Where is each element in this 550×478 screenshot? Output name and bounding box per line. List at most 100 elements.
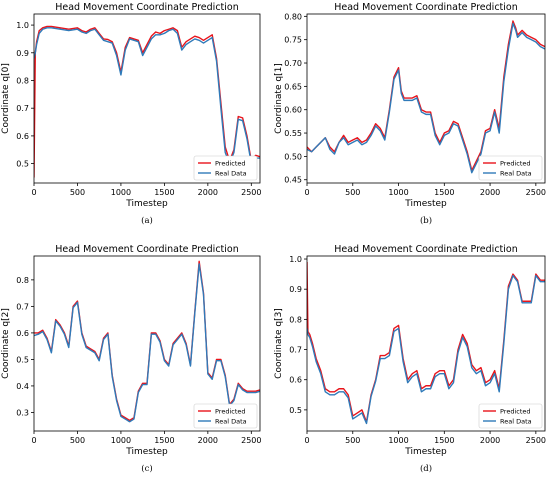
- x-tick-label: 1500: [154, 436, 174, 445]
- x-tick-label: 1500: [434, 188, 454, 197]
- series-line-real-data: [307, 274, 545, 425]
- panel-caption: (b): [420, 215, 432, 226]
- series-line-real-data: [34, 27, 260, 165]
- chart-panel-4: 0 500 1000 1500 2000 2500 0.5 0.6 0.7 0.8 0.9 1.0 He…: [274, 244, 546, 474]
- x-tick-label: 1000: [388, 436, 408, 445]
- y-tick-label: 0.9: [289, 285, 302, 294]
- y-tick-label: 0.5: [289, 406, 302, 415]
- axes-frame: [306, 13, 546, 184]
- chart-title: Head Movement Coordinate Prediction: [334, 244, 518, 255]
- x-tick-label: 2000: [480, 436, 500, 445]
- y-tick-label: 0.65: [284, 82, 302, 91]
- y-tick-label: 0.8: [16, 276, 29, 285]
- y-tick-label: 0.5: [16, 160, 29, 169]
- chart-panel-3: 0 500 1000 1500 2000 2500 0.3 0.4 0.5 0.6 0.7 0.8 He…: [1, 244, 261, 474]
- y-tick-label: 1.0: [16, 21, 29, 30]
- legend-label: Real Data: [215, 169, 247, 177]
- legend: Predicted Real Data: [478, 403, 543, 429]
- panel-caption: (a): [141, 215, 153, 226]
- y-tick-label: 0.6: [16, 329, 29, 338]
- chart-panel-1: 0 500 1000 1500 2000 2500 0.5 0.6 0.7 0.8 0.9 1.0 He…: [1, 2, 261, 226]
- legend-label: Real Data: [500, 169, 532, 177]
- legend-label: Real Data: [500, 417, 532, 425]
- y-tick-label: 0.45: [284, 176, 302, 185]
- x-tick-label: 2500: [526, 188, 546, 197]
- series-line-real-data: [34, 263, 260, 423]
- x-tick-label: 500: [70, 188, 85, 197]
- axes-frame: [33, 13, 261, 184]
- y-tick-label: 0.55: [284, 129, 302, 138]
- x-tick-label: 1500: [434, 436, 454, 445]
- x-tick-label: 0: [304, 188, 309, 197]
- legend-label: Real Data: [215, 417, 247, 425]
- chart-panel-2: 0 500 1000 1500 2000 2500 0.45 0.50 0.55 0.60 0.65…: [274, 2, 546, 226]
- y-tick-label: 0.7: [16, 104, 29, 113]
- legend: Predicted Real Data: [193, 403, 258, 429]
- x-tick-label: 500: [70, 436, 85, 445]
- y-axis-label: Coordinate q[0]: [1, 63, 11, 134]
- plot-area: [34, 14, 260, 183]
- series-line-predicted: [307, 20, 545, 172]
- legend-box: [193, 403, 258, 429]
- y-tick-label: 0.70: [284, 59, 302, 68]
- x-tick-label: 2500: [241, 436, 261, 445]
- y-axis-label: Coordinate q[1]: [274, 63, 284, 134]
- x-tick-label: 500: [345, 188, 360, 197]
- y-tick-label: 0.3: [16, 408, 29, 417]
- y-tick-label: 1.0: [289, 255, 302, 264]
- panel-caption: (c): [141, 463, 152, 474]
- x-tick-label: 500: [345, 436, 360, 445]
- y-axis-label: Coordinate q[3]: [274, 308, 284, 379]
- legend-box: [193, 155, 258, 181]
- series-line-real-data: [307, 22, 545, 174]
- x-axis-label: Timestep: [125, 447, 168, 457]
- x-tick-label: 1500: [154, 188, 174, 197]
- y-axis-label: Coordinate q[2]: [1, 308, 11, 379]
- y-tick-label: 0.80: [284, 12, 302, 21]
- y-tick-label: 0.6: [289, 376, 302, 385]
- plot-area: [307, 14, 545, 183]
- y-tick-label: 0.9: [16, 49, 29, 58]
- y-tick-label: 0.75: [284, 36, 302, 45]
- y-tick-label: 0.7: [16, 302, 29, 311]
- chart-title: Head Movement Coordinate Prediction: [55, 2, 239, 13]
- plot-area: [307, 256, 545, 431]
- y-tick-label: 0.5: [16, 355, 29, 364]
- panel-caption: (d): [420, 463, 432, 474]
- plot-area: [34, 256, 260, 431]
- y-tick-label: 0.6: [16, 132, 29, 141]
- legend: Predicted Real Data: [478, 155, 543, 181]
- x-tick-label: 1000: [111, 188, 131, 197]
- x-axis-label: Timestep: [404, 199, 447, 209]
- x-axis-label: Timestep: [125, 199, 168, 209]
- x-tick-label: 2000: [198, 188, 218, 197]
- x-tick-label: 0: [304, 436, 309, 445]
- legend-box: [478, 155, 543, 181]
- chart-title: Head Movement Coordinate Prediction: [55, 244, 239, 255]
- legend-label: Predicted: [215, 407, 246, 415]
- x-tick-label: 2000: [198, 436, 218, 445]
- y-tick-label: 0.8: [289, 315, 302, 324]
- y-tick-label: 0.8: [16, 76, 29, 85]
- legend-box: [478, 403, 543, 429]
- y-tick-label: 0.4: [16, 382, 29, 391]
- x-tick-label: 1000: [111, 436, 131, 445]
- x-tick-label: 0: [31, 188, 36, 197]
- chart-title: Head Movement Coordinate Prediction: [334, 2, 518, 13]
- axes-frame: [33, 255, 261, 432]
- x-tick-label: 2500: [526, 436, 546, 445]
- x-tick-label: 2500: [241, 188, 261, 197]
- y-tick-label: 0.60: [284, 106, 302, 115]
- axes-frame: [306, 255, 546, 432]
- y-tick-label: 0.50: [284, 152, 302, 161]
- legend: Predicted Real Data: [193, 155, 258, 181]
- legend-label: Predicted: [215, 159, 246, 167]
- x-tick-label: 1000: [388, 188, 408, 197]
- x-axis-label: Timestep: [404, 447, 447, 457]
- x-tick-label: 0: [31, 436, 36, 445]
- x-tick-label: 2000: [480, 188, 500, 197]
- legend-label: Predicted: [500, 407, 531, 415]
- legend-label: Predicted: [500, 159, 531, 167]
- y-tick-label: 0.7: [289, 346, 302, 355]
